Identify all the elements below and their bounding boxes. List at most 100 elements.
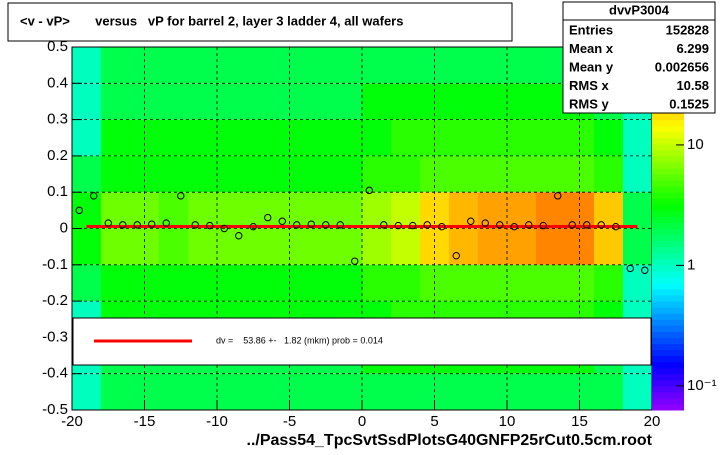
stats-value: 0.002656 [655,59,709,74]
color-scale-step [652,264,684,272]
heat-cell [623,373,652,410]
heat-cell [333,83,362,120]
heat-cell [246,373,275,410]
chart-title: <v - vP> versus vP for barrel 2, layer 3… [20,13,403,28]
profile-point [394,221,402,230]
heat-cell [478,373,507,410]
heat-cell [101,373,130,410]
heat-cell [72,155,101,193]
heat-cell [507,264,536,302]
heat-cell [101,119,130,156]
color-scale-step [652,276,684,284]
color-scale-step [652,240,684,248]
color-scale-step [652,186,684,193]
heat-cell [478,47,507,84]
color-scale-step [652,403,684,411]
heat-cell [217,373,246,410]
color-scale-step [652,325,684,332]
heat-cell [362,228,391,265]
stats-label: Entries [569,22,613,37]
heat-cell [391,119,420,156]
profile-point [612,222,620,231]
color-scale-step [652,204,684,211]
color-scale-step [652,367,684,375]
heat-cell [217,192,246,229]
heat-cell [217,155,246,193]
color-scale-step [652,180,684,187]
heat-cell [72,264,101,302]
heat-cell [536,264,565,302]
x-tick-label: 10 [499,413,516,430]
heat-cell [391,47,420,84]
heat-cell [246,228,275,265]
stats-label: RMS x [569,78,610,93]
heat-cell [217,47,246,84]
heat-cell [391,228,420,265]
color-scale-step [652,234,684,242]
heat-cell [507,83,536,120]
profile-point [104,219,112,227]
profile-point [496,221,504,229]
heat-cell [72,47,101,84]
profile-point [525,221,533,229]
title-box [7,2,513,42]
heat-cell [304,373,333,410]
heat-cell [449,83,478,120]
profile-point [264,213,272,222]
heat-cell [362,264,391,302]
heat-cell [449,119,478,156]
heat-cell [246,83,275,120]
profile-point [597,221,605,229]
color-scale-step [652,161,684,169]
heat-cell [188,119,217,156]
color-scale-step [652,246,684,254]
heat-cell [304,264,333,302]
profile-point [148,220,156,228]
heat-cell [217,264,246,302]
stats-label: RMS y [569,96,610,111]
profile-point [481,219,489,227]
profile-point [452,252,460,260]
color-scale-step [652,397,684,405]
heat-cell [333,373,362,410]
heat-cell [72,228,101,265]
color-scale-step [652,307,684,314]
heat-cell [623,155,652,193]
profile-point [293,221,301,229]
heat-cell [72,373,101,410]
heat-cell [391,264,420,302]
color-scale-step [652,131,684,139]
heat-cell [594,155,623,193]
heat-cell [623,228,652,265]
heat-cell [159,264,188,302]
color-scale-step [652,125,684,133]
heat-cell [507,228,536,265]
heat-cell [362,83,391,120]
profile-point [191,221,199,229]
heat-cell [594,264,623,302]
heat-cell [536,83,565,120]
heat-cell [333,119,362,156]
heat-cell [246,119,275,156]
heat-cell [507,155,536,193]
y-tick-label: -0.2 [42,292,68,309]
heat-cell [449,228,478,265]
heat-cell [623,192,652,229]
color-scale-step [652,361,684,369]
stats-value: 152828 [666,22,709,37]
heat-cell [101,155,130,193]
color-scale-step [652,198,684,205]
heat-cell [246,192,275,229]
profile-point [278,217,286,225]
color-scale-step [652,295,684,302]
heat-cell [246,264,275,302]
profile-point [365,186,373,195]
heat-cell [449,192,478,229]
heat-cell [217,83,246,120]
heat-cell [536,155,565,193]
heat-cell [391,373,420,410]
profile-point [583,221,591,229]
profile-point [336,221,344,229]
profile-point [409,221,417,230]
color-scale-step [652,373,684,381]
